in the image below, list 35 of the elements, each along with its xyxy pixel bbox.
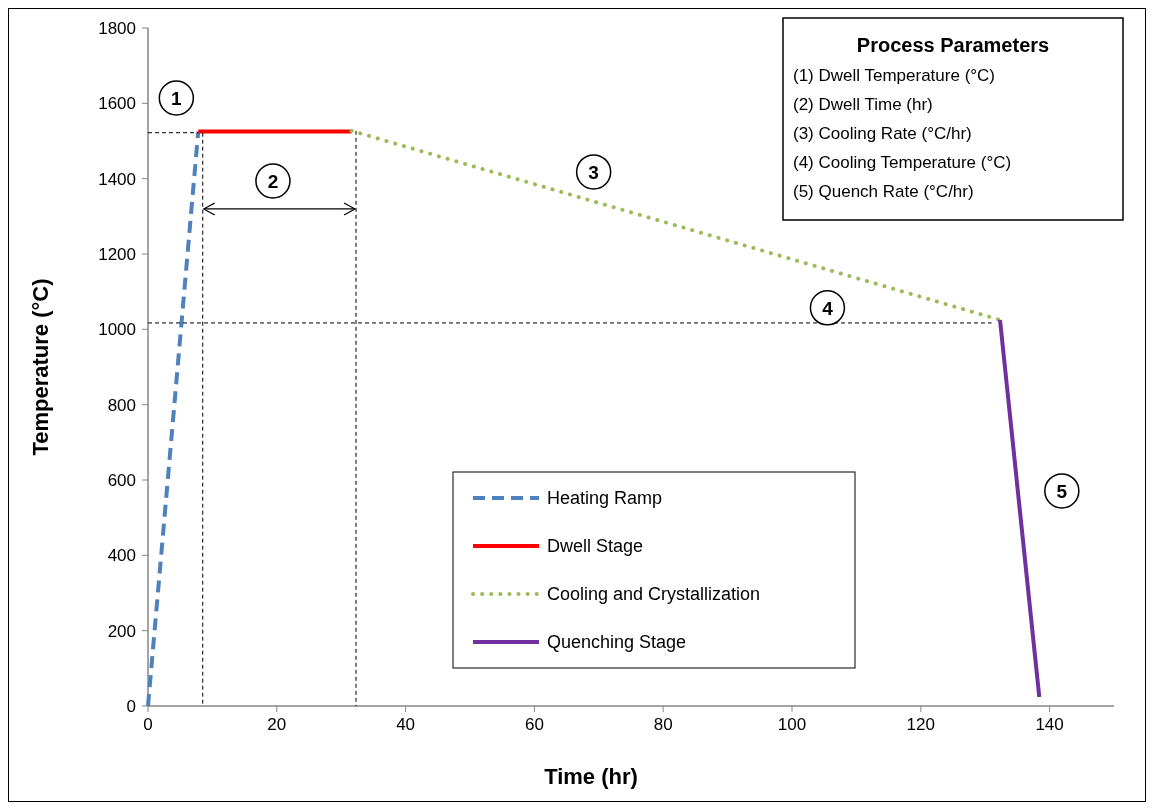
annotation: 4 bbox=[822, 297, 834, 319]
annotation: 1 bbox=[171, 88, 183, 110]
x-tick-label: 40 bbox=[396, 715, 416, 734]
y-tick-label: 1200 bbox=[98, 245, 136, 264]
annotation: (4) Cooling Temperature (°C) bbox=[793, 153, 1012, 172]
y-axis-title: Temperature (°C) bbox=[28, 278, 53, 456]
x-axis-title: Time (hr) bbox=[544, 764, 638, 789]
annotation: (1) Dwell Temperature (°C) bbox=[793, 66, 996, 85]
annotation: Process Parameters bbox=[856, 34, 1050, 56]
annotation: 5 bbox=[1056, 480, 1068, 502]
annotation: (2) Dwell Time (hr) bbox=[793, 95, 933, 114]
x-tick-label: 60 bbox=[524, 715, 544, 734]
annotation: (3) Cooling Rate (°C/hr) bbox=[793, 124, 972, 143]
y-tick-label: 800 bbox=[107, 395, 136, 415]
y-tick-label: 200 bbox=[107, 621, 136, 641]
x-tick-label: 0 bbox=[143, 715, 153, 734]
y-tick-label: 400 bbox=[107, 546, 136, 566]
annotation: 2 bbox=[267, 170, 279, 192]
legend-label: Quenching Stage bbox=[547, 632, 687, 652]
x-tick-label: 140 bbox=[1035, 715, 1064, 734]
y-tick-label: 1000 bbox=[98, 320, 136, 340]
x-tick-label: 100 bbox=[777, 715, 807, 734]
y-tick-label: 600 bbox=[107, 471, 136, 490]
legend-label: Dwell Stage bbox=[547, 536, 644, 556]
x-tick-label: 80 bbox=[653, 715, 673, 734]
legend-label: Cooling and Crystallization bbox=[547, 584, 761, 604]
y-tick-label: 1800 bbox=[98, 19, 136, 38]
x-tick-label: 20 bbox=[267, 715, 287, 734]
y-tick-label: 1600 bbox=[98, 94, 136, 114]
annotation: 3 bbox=[588, 161, 599, 183]
legend-label: Heating Ramp bbox=[547, 488, 663, 508]
y-tick-label: 0 bbox=[126, 697, 136, 716]
y-tick-label: 1400 bbox=[98, 169, 136, 189]
annotation: (5) Quench Rate (°C/hr) bbox=[793, 182, 974, 201]
x-tick-label: 120 bbox=[906, 715, 935, 734]
